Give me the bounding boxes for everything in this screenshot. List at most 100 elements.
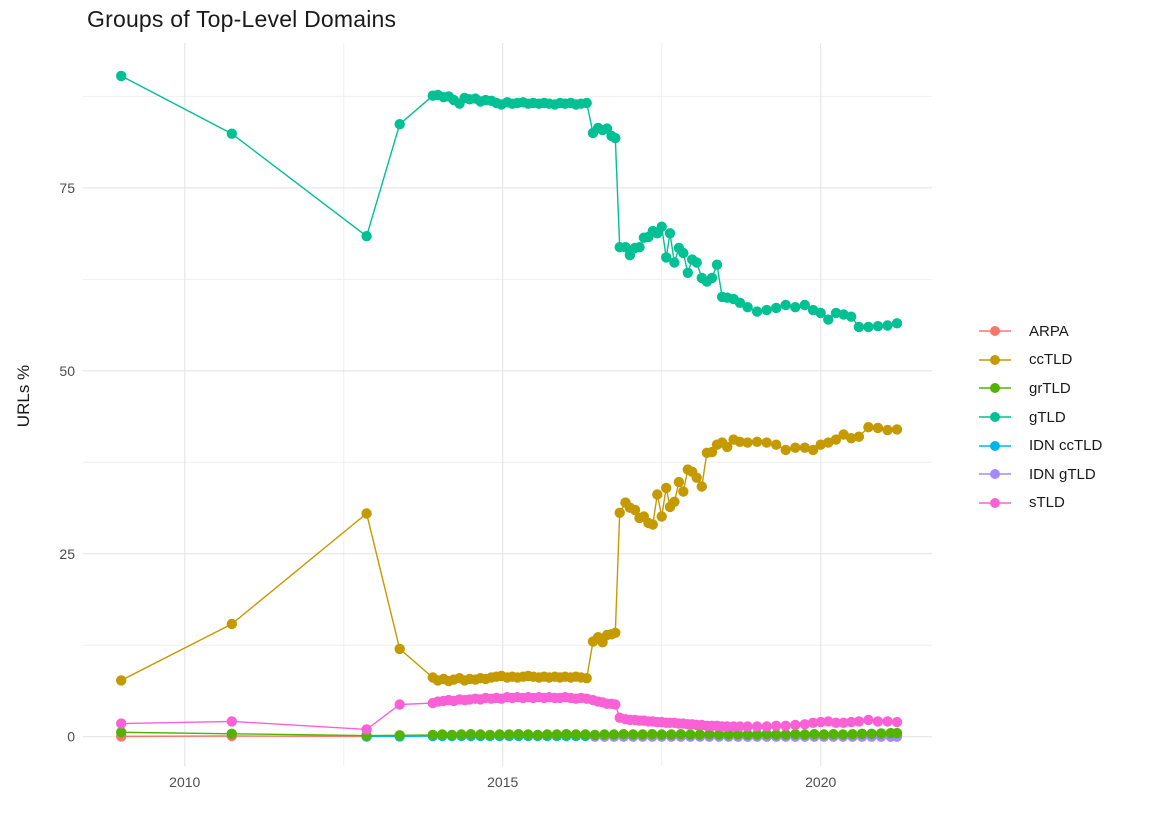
data-point-gtld (116, 70, 127, 82)
legend-key-cctld (979, 354, 1011, 365)
legend-label: grTLD (1029, 379, 1071, 397)
legend-label: ARPA (1029, 322, 1069, 340)
data-point-grtld (523, 729, 534, 740)
data-point-gtld (761, 304, 772, 316)
data-point-cctld (673, 476, 685, 488)
legend-key-grtld (979, 383, 1011, 394)
data-point-grtld (828, 729, 839, 740)
y-tick-label: 25 (59, 546, 75, 562)
data-point-gtld (656, 221, 667, 232)
data-point-gtld (691, 257, 702, 268)
data-point-gtld (872, 321, 884, 332)
data-point-gtld (823, 314, 834, 325)
data-point-grtld (866, 728, 877, 739)
series-stld (116, 692, 903, 735)
data-point-stld (882, 716, 893, 727)
data-point-grtld (723, 729, 734, 740)
data-point-grtld (589, 729, 601, 741)
data-point-grtld (618, 729, 629, 740)
data-point-cctld (661, 482, 672, 494)
data-point-cctld (790, 442, 801, 453)
data-point-cctld (652, 489, 663, 500)
data-point-cctld (669, 496, 680, 507)
data-point-gtld (742, 302, 753, 313)
data-point-stld (823, 716, 834, 727)
legend-key-gtld (979, 412, 1011, 423)
legend-item-arpa: ARPA (978, 317, 1102, 346)
data-point-cctld (614, 507, 625, 518)
chart-title: Groups of Top-Level Domains (87, 6, 397, 32)
data-point-grtld (494, 729, 505, 740)
data-point-stld (872, 716, 884, 727)
data-point-gtld (669, 257, 680, 268)
data-point-grtld (704, 729, 715, 740)
data-point-grtld (742, 729, 753, 740)
data-point-gtld (361, 231, 372, 242)
data-point-cctld (734, 436, 746, 447)
data-point-grtld (771, 729, 782, 740)
data-point-grtld (713, 729, 725, 740)
data-point-grtld (456, 729, 467, 740)
legend-label: ccTLD (1029, 351, 1073, 369)
series-gtld (116, 70, 903, 333)
data-point-gtld (610, 132, 621, 144)
data-point-cctld (853, 431, 865, 442)
data-point-stld (815, 716, 826, 728)
data-point-grtld (437, 729, 448, 740)
legend-item-idn-cctld: IDN ccTLD (978, 431, 1102, 460)
data-point-stld (761, 721, 772, 732)
legend-key-dot (990, 497, 1000, 508)
data-point-gtld (799, 299, 810, 311)
data-point-grtld (666, 729, 677, 740)
x-tick-label: 2010 (169, 774, 200, 790)
data-point-stld (799, 719, 810, 730)
data-point-cctld (807, 444, 819, 456)
legend-key-dot (990, 354, 1000, 365)
data-point-grtld (637, 729, 648, 740)
x-tick-label: 2020 (805, 774, 836, 790)
data-point-stld (846, 716, 857, 728)
data-point-cctld (696, 481, 707, 492)
legend-item-grtld: grTLD (978, 374, 1102, 403)
series-line-gtld (120, 75, 898, 328)
data-point-grtld (837, 729, 849, 740)
data-point-gtld (790, 302, 801, 313)
legend-key-idn-cctld (979, 440, 1011, 451)
legend-label: IDN ccTLD (1029, 437, 1103, 455)
data-point-cctld (656, 511, 667, 522)
data-point-grtld (599, 729, 610, 740)
data-point-stld (891, 716, 903, 728)
data-point-stld (807, 717, 819, 728)
data-point-cctld (863, 422, 874, 433)
data-point-cctld (751, 436, 763, 447)
data-point-stld (394, 699, 405, 710)
series-cctld (116, 422, 903, 687)
data-point-grtld (561, 729, 572, 740)
data-point-grtld (891, 727, 903, 739)
legend-item-idn-gtld: IDN gTLD (978, 460, 1102, 489)
data-point-cctld (226, 618, 237, 630)
data-point-gtld (581, 97, 592, 109)
data-point-gtld (624, 250, 636, 261)
legend-item-stld: sTLD (978, 489, 1102, 518)
data-point-cctld (771, 439, 782, 450)
data-point-stld (853, 716, 865, 727)
legend-key-dot (990, 469, 1000, 480)
data-point-grtld (608, 729, 620, 740)
y-tick-label: 75 (59, 180, 75, 196)
data-point-grtld (656, 729, 667, 740)
data-point-cctld (742, 437, 753, 448)
data-point-grtld (551, 729, 562, 740)
data-point-grtld (542, 729, 553, 740)
data-point-grtld (226, 728, 237, 739)
data-point-grtld (484, 729, 496, 741)
data-point-stld (751, 721, 763, 732)
data-point-cctld (647, 519, 658, 530)
data-point-stld (226, 716, 237, 727)
data-point-cctld (846, 433, 857, 444)
legend-item-gtld: gTLD (978, 403, 1102, 432)
data-point-stld (780, 720, 791, 731)
data-point-gtld (664, 228, 676, 239)
